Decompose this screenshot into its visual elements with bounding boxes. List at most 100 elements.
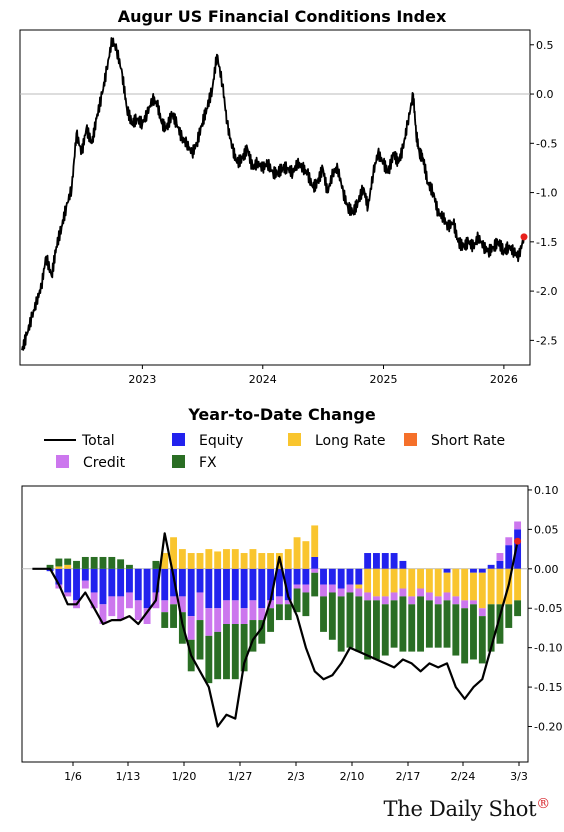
y-tick-label: -2.0 bbox=[536, 285, 557, 298]
bar-fx bbox=[231, 624, 239, 680]
bar-credit bbox=[293, 584, 301, 589]
bar-equity bbox=[170, 568, 177, 597]
y-tick-label: -0.20 bbox=[534, 721, 562, 734]
bar-equity bbox=[117, 568, 125, 597]
bar-credit bbox=[108, 596, 116, 617]
bar-long-rate bbox=[293, 537, 301, 569]
bar-credit bbox=[452, 596, 460, 605]
bar-equity bbox=[514, 529, 522, 569]
bar-long-rate bbox=[496, 568, 504, 605]
bar-credit bbox=[170, 596, 177, 605]
legend-label: Credit bbox=[83, 455, 126, 471]
bar-long-rate bbox=[408, 568, 416, 597]
bar-fx bbox=[284, 604, 292, 621]
x-tick-label: 1/13 bbox=[116, 770, 141, 783]
bar-fx bbox=[514, 600, 522, 617]
bar-fx bbox=[417, 596, 424, 652]
bar-credit bbox=[134, 600, 142, 621]
ytd-change-chart: Year-to-Date Change Total Equity Long Rate… bbox=[21, 405, 562, 783]
bar-fx bbox=[64, 558, 72, 565]
bar-equity bbox=[143, 568, 151, 609]
bar-long-rate bbox=[284, 549, 292, 569]
bar-fx bbox=[214, 631, 222, 680]
bar-equity bbox=[55, 568, 63, 585]
bar-equity bbox=[231, 568, 239, 601]
bar-long-rate bbox=[364, 568, 372, 593]
bottom-chart-title: Year-to-Date Change bbox=[187, 405, 376, 424]
bar-equity bbox=[178, 568, 186, 597]
bar-credit bbox=[81, 580, 89, 589]
bar-equity bbox=[240, 568, 248, 609]
bar-long-rate bbox=[240, 553, 248, 569]
bar-credit bbox=[302, 584, 310, 593]
bar-credit bbox=[443, 592, 451, 601]
bar-long-rate bbox=[205, 549, 213, 569]
bar-credit bbox=[399, 588, 407, 597]
bar-equity bbox=[152, 568, 160, 593]
x-tick-label: 2026 bbox=[490, 373, 518, 386]
bar-fx bbox=[152, 560, 160, 569]
y-tick-label: -0.15 bbox=[534, 681, 562, 694]
bar-fx bbox=[320, 596, 327, 632]
bar-credit bbox=[373, 596, 380, 601]
legend-swatch bbox=[404, 433, 417, 446]
legend-swatch bbox=[172, 455, 185, 468]
bar-long-rate bbox=[178, 549, 186, 569]
bar-fx bbox=[81, 556, 89, 569]
y-tick-label: -1.5 bbox=[536, 236, 557, 249]
legend-label: Short Rate bbox=[431, 433, 505, 449]
bar-long-rate bbox=[478, 572, 486, 609]
bar-credit bbox=[178, 596, 186, 613]
x-tick-label: 2025 bbox=[369, 373, 397, 386]
bar-credit bbox=[214, 608, 222, 632]
bar-equity bbox=[187, 568, 195, 617]
bar-fx bbox=[496, 604, 504, 644]
x-tick-label: 3/3 bbox=[510, 770, 528, 783]
fci-line-chart: Augur US Financial Conditions Index 0.5 0… bbox=[19, 7, 557, 386]
bar-equity bbox=[90, 568, 98, 593]
bar-long-rate bbox=[302, 541, 310, 569]
bar-fx bbox=[346, 592, 354, 648]
bar-long-rate bbox=[161, 553, 169, 569]
y-tick-label: -0.5 bbox=[536, 137, 557, 150]
bar-equity bbox=[196, 568, 204, 593]
bar-credit bbox=[267, 600, 275, 609]
bar-equity bbox=[134, 568, 142, 601]
bar-equity bbox=[355, 568, 363, 585]
bar-equity bbox=[496, 560, 504, 569]
bar-equity bbox=[346, 568, 354, 585]
bar-credit bbox=[408, 596, 416, 605]
legend-label: Equity bbox=[199, 433, 243, 449]
bar-fx bbox=[434, 604, 442, 648]
bar-credit bbox=[223, 600, 230, 624]
bar-fx bbox=[470, 604, 477, 660]
x-tick-label: 2/17 bbox=[396, 770, 421, 783]
y-tick-label: 0.5 bbox=[536, 39, 554, 52]
bar-equity bbox=[258, 568, 266, 609]
bar-fx bbox=[478, 616, 486, 664]
bar-credit bbox=[425, 592, 433, 601]
bar-credit bbox=[461, 600, 469, 609]
bar-fx bbox=[461, 608, 469, 664]
bar-equity bbox=[293, 568, 301, 585]
bar-long-rate bbox=[231, 549, 239, 569]
bar-credit bbox=[205, 608, 213, 636]
bar-equity bbox=[214, 568, 222, 609]
bar-equity bbox=[108, 568, 116, 597]
x-tick-label: 1/6 bbox=[64, 770, 82, 783]
bar-long-rate bbox=[373, 568, 380, 597]
bar-credit bbox=[143, 608, 151, 624]
bar-equity bbox=[487, 564, 495, 569]
latest-value-marker bbox=[520, 233, 528, 241]
x-tick-label: 1/27 bbox=[228, 770, 253, 783]
bar-long-rate bbox=[443, 572, 451, 593]
bar-equity bbox=[373, 553, 380, 569]
bar-fx bbox=[425, 600, 433, 648]
bar-fx bbox=[99, 556, 107, 569]
bar-equity bbox=[126, 568, 133, 593]
bar-fx bbox=[337, 596, 345, 652]
legend-label: Long Rate bbox=[315, 433, 385, 449]
bar-fx bbox=[408, 604, 416, 652]
bar-fx bbox=[381, 604, 389, 656]
bar-fx bbox=[258, 620, 266, 644]
